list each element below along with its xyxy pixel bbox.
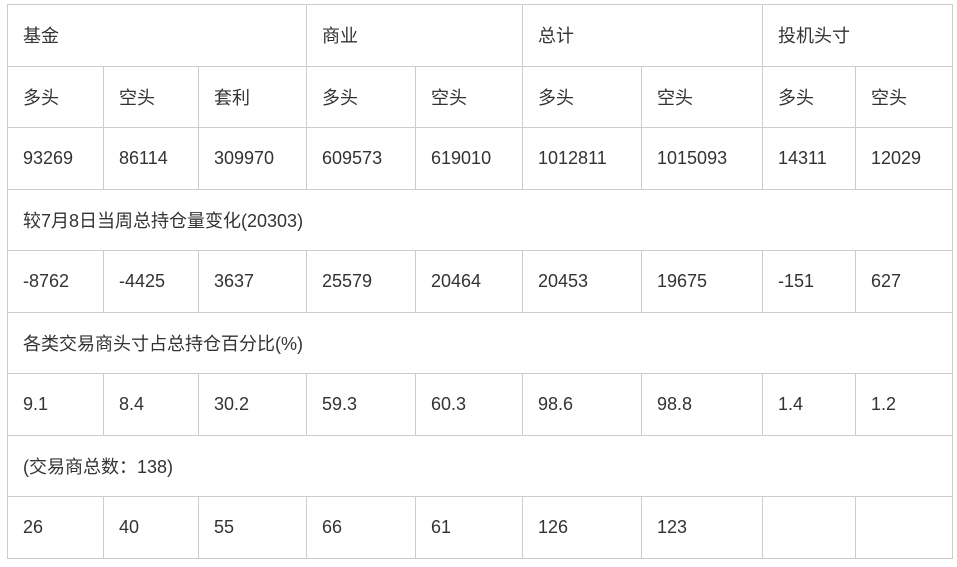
sub-header-row: 多头 空头 套利 多头 空头 多头 空头 多头 空头 bbox=[7, 65, 954, 128]
table-cell bbox=[762, 496, 857, 559]
group-header: 商业 bbox=[306, 4, 524, 67]
table-cell: 空头 bbox=[415, 65, 524, 128]
table-cell: 8.4 bbox=[103, 373, 199, 436]
group-header: 总计 bbox=[522, 4, 764, 67]
change-label: 较7月8日当周总持仓量变化(20303) bbox=[6, 188, 954, 251]
table-cell: 609573 bbox=[306, 127, 417, 190]
group-header: 投机头寸 bbox=[762, 4, 954, 67]
table-cell: -8762 bbox=[7, 250, 104, 313]
table-cell: -4425 bbox=[103, 250, 199, 313]
table-cell: 123 bbox=[641, 496, 764, 559]
table-cell: 126 bbox=[522, 496, 643, 559]
table-cell: 98.6 bbox=[522, 373, 643, 436]
table-cell: 14311 bbox=[762, 127, 857, 190]
table-cell: 3637 bbox=[197, 250, 308, 313]
table-cell: 9.1 bbox=[7, 373, 104, 436]
traders-label: (交易商总数：138) bbox=[6, 434, 954, 497]
table-cell: 12029 bbox=[855, 127, 954, 190]
table-cell: 26 bbox=[7, 496, 104, 559]
table-cell: 25579 bbox=[306, 250, 417, 313]
table-cell: 86114 bbox=[103, 127, 199, 190]
table-cell: 98.8 bbox=[641, 373, 764, 436]
percents-row: 9.1 8.4 30.2 59.3 60.3 98.6 98.8 1.4 1.2 bbox=[7, 373, 954, 436]
table-cell bbox=[855, 496, 954, 559]
table-cell: 空头 bbox=[103, 65, 199, 128]
table-cell: 40 bbox=[103, 496, 199, 559]
table-cell: 多头 bbox=[306, 65, 417, 128]
table-cell: 空头 bbox=[855, 65, 954, 128]
table-cell: 619010 bbox=[415, 127, 524, 190]
table-cell: 多头 bbox=[522, 65, 643, 128]
table-cell: 1.4 bbox=[762, 373, 857, 436]
table-cell: 1012811 bbox=[522, 127, 643, 190]
table-cell: 627 bbox=[855, 250, 954, 313]
table-cell: 多头 bbox=[7, 65, 104, 128]
table-cell: 55 bbox=[197, 496, 308, 559]
cftc-positions-table: 基金 商业 总计 投机头寸 多头 空头 套利 多头 空头 多头 空头 多头 空头 93269 86… bbox=[6, 4, 954, 559]
table-cell: -151 bbox=[762, 250, 857, 313]
table-cell: 1.2 bbox=[855, 373, 954, 436]
table-cell: 59.3 bbox=[306, 373, 417, 436]
table-cell: 93269 bbox=[7, 127, 104, 190]
traders-row: 26 40 55 66 61 126 123 bbox=[7, 496, 954, 559]
table-cell: 309970 bbox=[197, 127, 308, 190]
group-header-row: 基金 商业 总计 投机头寸 bbox=[6, 4, 954, 67]
table-cell: 1015093 bbox=[641, 127, 764, 190]
table-cell: 66 bbox=[306, 496, 417, 559]
changes-row: -8762 -4425 3637 25579 20464 20453 19675 -151 62… bbox=[7, 250, 954, 313]
section-label-row: 较7月8日当周总持仓量变化(20303) bbox=[6, 188, 954, 251]
group-header: 基金 bbox=[6, 4, 308, 67]
table-cell: 20464 bbox=[415, 250, 524, 313]
table-cell: 20453 bbox=[522, 250, 643, 313]
table-cell: 空头 bbox=[641, 65, 764, 128]
table-cell: 套利 bbox=[197, 65, 308, 128]
table-cell: 61 bbox=[415, 496, 524, 559]
table-cell: 多头 bbox=[762, 65, 857, 128]
section-label-row: (交易商总数：138) bbox=[6, 434, 954, 497]
table-cell: 30.2 bbox=[197, 373, 308, 436]
section-label-row: 各类交易商头寸占总持仓百分比(%) bbox=[6, 311, 954, 374]
positions-row: 93269 86114 309970 609573 619010 1012811 10150… bbox=[7, 127, 954, 190]
table-cell: 19675 bbox=[641, 250, 764, 313]
percent-label: 各类交易商头寸占总持仓百分比(%) bbox=[6, 311, 954, 374]
table-cell: 60.3 bbox=[415, 373, 524, 436]
